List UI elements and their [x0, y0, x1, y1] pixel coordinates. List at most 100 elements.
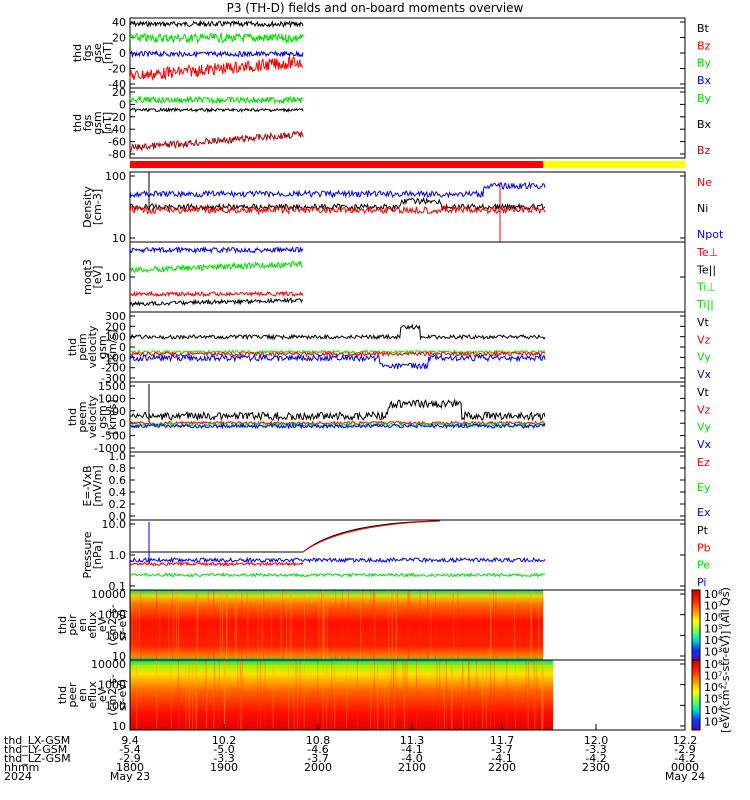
- legend-Ni: Ni: [697, 202, 708, 215]
- panel-frame: [129, 311, 686, 383]
- legend-Ti||: Ti||: [696, 298, 714, 311]
- xaxis-value: -5.4: [119, 743, 140, 756]
- ylabel: Density[cm-3]: [81, 186, 104, 228]
- ylabel-line: [km/s]: [106, 329, 119, 364]
- ylabel-line: E=-VxB: [81, 465, 94, 506]
- legend-Pe: Pe: [697, 559, 710, 572]
- ytick-label: 100: [105, 170, 126, 183]
- ytick-label: 0: [119, 417, 126, 430]
- ytick-label: -100: [101, 351, 126, 364]
- ytick-label: 1000: [98, 679, 126, 692]
- ytick-label: 20: [112, 32, 126, 45]
- ytick-label: 10000: [91, 588, 126, 601]
- ytick-label: -20: [108, 63, 126, 76]
- legend-Ti⊥: Ti⊥: [696, 281, 716, 294]
- series-Vy: [129, 349, 545, 355]
- series-Ti-par: [129, 245, 304, 255]
- series-Vx: [129, 422, 546, 430]
- legend-Ez: Ez: [697, 456, 710, 469]
- ytick-label: -1000: [94, 442, 126, 455]
- panel-peir_eflux: 10000 1000 100 10 thdpeirenefluxeV(cm2-s-sr-…: [56, 588, 686, 663]
- ylabel-line: thd: [71, 44, 84, 62]
- xaxis-value: 9.4: [121, 734, 139, 747]
- panel-pressure: 10.0 1.0 0.1 Pressure[nPa] Pt Pb Pe Pi: [81, 518, 711, 593]
- ytick-label: 100: [105, 331, 126, 344]
- legend-Te⊥: Te⊥: [696, 246, 718, 259]
- series-Vt: [129, 323, 546, 341]
- xaxis-value: May 23: [110, 770, 150, 783]
- panel-frame: [129, 451, 686, 521]
- ytick-label: -80: [108, 148, 126, 161]
- ytick-label: -20: [108, 111, 126, 124]
- xaxis-value: 10.2: [212, 734, 237, 747]
- ylabel-line: peim: [76, 333, 89, 361]
- panel-density: 100 10 Density[cm-3] Ne Ni Npot: [81, 170, 724, 245]
- ylabel-line: [nT]: [101, 42, 114, 64]
- ylabel-line: thd: [56, 616, 69, 634]
- xaxis-row-label: 2024: [4, 770, 32, 783]
- xaxis-value: -5.0: [213, 743, 234, 756]
- ylabel-line: Pressure: [81, 531, 94, 578]
- xaxis-value: -4.2: [674, 752, 695, 765]
- xaxis-value: -2.9: [119, 752, 140, 765]
- panel-frame: [129, 87, 686, 159]
- xaxis-value: 12.2: [673, 734, 698, 747]
- ylabel-line: fgs: [81, 114, 94, 131]
- xaxis-row-label: thd_LY-GSM: [4, 743, 67, 756]
- ytick-label: 200: [105, 320, 126, 333]
- xaxis-value: 1800: [116, 761, 144, 774]
- ylabel-line: peem: [76, 401, 89, 432]
- ytick-label: 1000: [98, 609, 126, 622]
- ytick-label: 20: [112, 86, 126, 99]
- xaxis-value: -4.0: [401, 752, 422, 765]
- ylabel-line: [nT]: [101, 112, 114, 134]
- ylabel-line: thd: [71, 114, 84, 132]
- series-Bt: [129, 19, 304, 29]
- ytick-label: 0.8: [109, 462, 127, 475]
- ytick-label: 100: [105, 699, 126, 712]
- ytick-label: 1.0: [109, 549, 127, 562]
- ytick-label: 0.2: [109, 498, 127, 511]
- xaxis-value: 2100: [398, 761, 426, 774]
- series-Npot: [129, 181, 546, 199]
- ylabel-line: gsm: [91, 111, 104, 134]
- series-Pi: [129, 556, 546, 564]
- legend-Pi: Pi: [697, 576, 706, 589]
- ytick-label: -300: [101, 372, 126, 385]
- ylabel-line: en: [76, 688, 89, 702]
- legend-Npot: Npot: [697, 228, 724, 241]
- spectrogram: [130, 660, 553, 730]
- ytick-label: 10: [112, 232, 126, 245]
- xaxis-value: 2200: [488, 761, 516, 774]
- colorbar-tick: 10⁷: [704, 600, 722, 613]
- xaxis-value: 2000: [304, 761, 332, 774]
- colorbar-tick: 10⁷: [704, 670, 722, 683]
- mode-bar-yellow: [543, 161, 685, 168]
- ytick-label: -200: [101, 362, 126, 375]
- xaxis-value: 1900: [210, 761, 238, 774]
- ytick-label: 0.1: [109, 580, 127, 593]
- xaxis-value: 10.8: [306, 734, 331, 747]
- xaxis-value: 2300: [582, 761, 610, 774]
- ylabel-line: [km/s]: [106, 399, 119, 434]
- series-Vx: [129, 353, 546, 370]
- ylabel-line: thd: [66, 408, 79, 426]
- series-Te-par: [129, 297, 304, 308]
- mode-bar-red: [130, 161, 543, 168]
- ytick-label: -40: [108, 123, 126, 136]
- xaxis-value: -2.9: [674, 743, 695, 756]
- ytick-label: 0: [119, 47, 126, 60]
- colorbar-tick: 10⁸: [704, 658, 723, 671]
- ylabel-line: eflux: [86, 611, 99, 639]
- colorbar-tick: 10⁶: [704, 681, 723, 694]
- legend-Bt: Bt: [697, 22, 710, 35]
- colorbar-tick: 10⁴: [704, 704, 723, 717]
- legend-Vz: Vz: [697, 403, 711, 416]
- ytick-label: -40: [108, 78, 126, 91]
